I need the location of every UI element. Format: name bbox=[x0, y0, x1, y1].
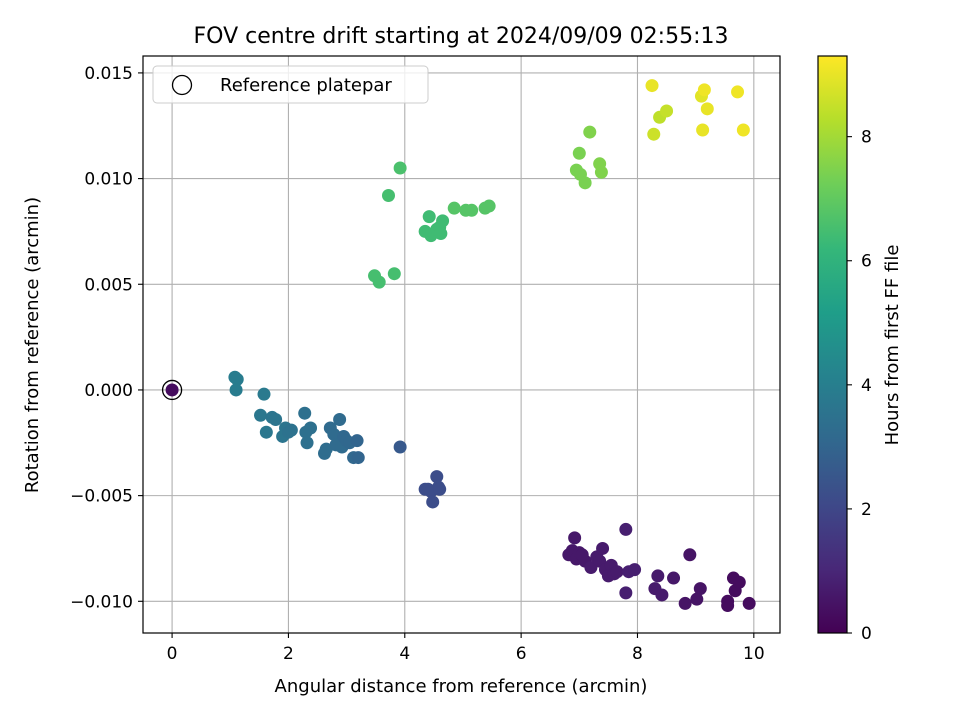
colorbar-tick-label: 4 bbox=[861, 376, 872, 396]
data-point bbox=[655, 588, 669, 602]
data-point bbox=[436, 214, 450, 228]
colorbar-tick-label: 8 bbox=[861, 128, 872, 148]
reference-ring bbox=[161, 379, 183, 401]
plot-frame bbox=[142, 55, 781, 634]
data-point bbox=[610, 565, 624, 579]
legend-box bbox=[152, 65, 429, 104]
chart-title: FOV centre drift starting at 2024/09/09 … bbox=[194, 24, 729, 49]
colorbar-label: Hours from first FF file bbox=[882, 245, 903, 446]
y-tick-label: 0.015 bbox=[84, 64, 133, 84]
legend-label-reference: Reference platepar bbox=[220, 75, 392, 96]
data-point bbox=[381, 188, 395, 202]
x-tick-label: 10 bbox=[743, 644, 765, 664]
data-point bbox=[647, 127, 661, 141]
legend: Reference platepar bbox=[152, 65, 429, 104]
data-point bbox=[229, 383, 243, 397]
data-point bbox=[693, 582, 707, 596]
data-point bbox=[230, 372, 244, 386]
data-point bbox=[319, 442, 333, 456]
y-tick-label: 0.010 bbox=[84, 170, 133, 190]
y-tick-label: 0.000 bbox=[84, 381, 133, 401]
colorbar-gradient bbox=[817, 55, 848, 634]
data-point bbox=[393, 440, 407, 454]
data-point bbox=[619, 522, 633, 536]
x-tick-label: 6 bbox=[516, 644, 527, 664]
data-point bbox=[736, 123, 750, 137]
data-point bbox=[254, 408, 268, 422]
data-point bbox=[300, 436, 314, 450]
data-point bbox=[351, 451, 365, 465]
reference-point bbox=[165, 383, 179, 397]
data-point bbox=[269, 413, 283, 427]
data-point bbox=[594, 165, 608, 179]
data-point bbox=[700, 102, 714, 116]
y-axis-label: Rotation from reference (arcmin) bbox=[22, 197, 43, 493]
data-point bbox=[678, 596, 692, 610]
x-axis-ticks: 0 2 4 6 8 10 bbox=[167, 633, 765, 664]
data-point bbox=[372, 275, 386, 289]
colorbar: 0 2 4 6 8 Hours from first FF file bbox=[817, 55, 903, 644]
data-point bbox=[568, 531, 582, 545]
data-point bbox=[304, 421, 318, 435]
data-point bbox=[433, 482, 447, 496]
y-axis-ticks: −0.010 −0.005 0.000 0.005 0.010 0.015 bbox=[70, 64, 143, 612]
data-point bbox=[731, 85, 745, 99]
data-point bbox=[387, 267, 401, 281]
data-point bbox=[690, 592, 704, 606]
x-tick-label: 4 bbox=[399, 644, 410, 664]
data-point bbox=[732, 575, 746, 589]
data-point bbox=[651, 569, 665, 583]
data-point bbox=[572, 146, 586, 160]
data-point bbox=[350, 434, 364, 448]
data-point bbox=[465, 203, 479, 217]
colorbar-ticks: 0 2 4 6 8 bbox=[847, 128, 872, 644]
legend-marker-reference-icon bbox=[171, 74, 193, 96]
data-point bbox=[628, 563, 642, 577]
colorbar-tick-label: 6 bbox=[861, 252, 872, 272]
colorbar-tick-label: 0 bbox=[861, 624, 872, 644]
data-point bbox=[434, 227, 448, 241]
reference-marker-group bbox=[161, 379, 183, 401]
data-point bbox=[583, 125, 597, 139]
data-point bbox=[683, 548, 697, 562]
plot-area bbox=[143, 56, 780, 633]
x-tick-label: 8 bbox=[632, 644, 643, 664]
data-point bbox=[284, 423, 298, 437]
data-point bbox=[619, 586, 633, 600]
data-point bbox=[430, 470, 444, 484]
data-point bbox=[298, 406, 312, 420]
x-axis-label: Angular distance from reference (arcmin) bbox=[275, 676, 648, 697]
data-point bbox=[596, 541, 610, 555]
data-point bbox=[667, 571, 681, 585]
data-point bbox=[697, 83, 711, 97]
x-tick-label: 2 bbox=[283, 644, 294, 664]
y-tick-label: −0.005 bbox=[70, 487, 133, 507]
colorbar-tick-label: 2 bbox=[861, 500, 872, 520]
data-point bbox=[660, 104, 674, 118]
data-point bbox=[259, 425, 273, 439]
y-tick-label: −0.010 bbox=[70, 592, 133, 612]
data-point bbox=[426, 495, 440, 509]
data-point bbox=[333, 413, 347, 427]
data-point bbox=[578, 176, 592, 190]
data-point bbox=[327, 427, 341, 441]
data-point bbox=[422, 210, 436, 224]
x-tick-label: 0 bbox=[167, 644, 178, 664]
data-point bbox=[721, 599, 735, 613]
data-points bbox=[228, 79, 756, 613]
data-point bbox=[645, 79, 659, 93]
data-point bbox=[393, 161, 407, 175]
data-point bbox=[257, 387, 271, 401]
data-point bbox=[482, 199, 496, 213]
data-point bbox=[742, 596, 756, 610]
y-tick-label: 0.005 bbox=[84, 275, 133, 295]
data-point bbox=[447, 201, 461, 215]
data-point bbox=[696, 123, 710, 137]
